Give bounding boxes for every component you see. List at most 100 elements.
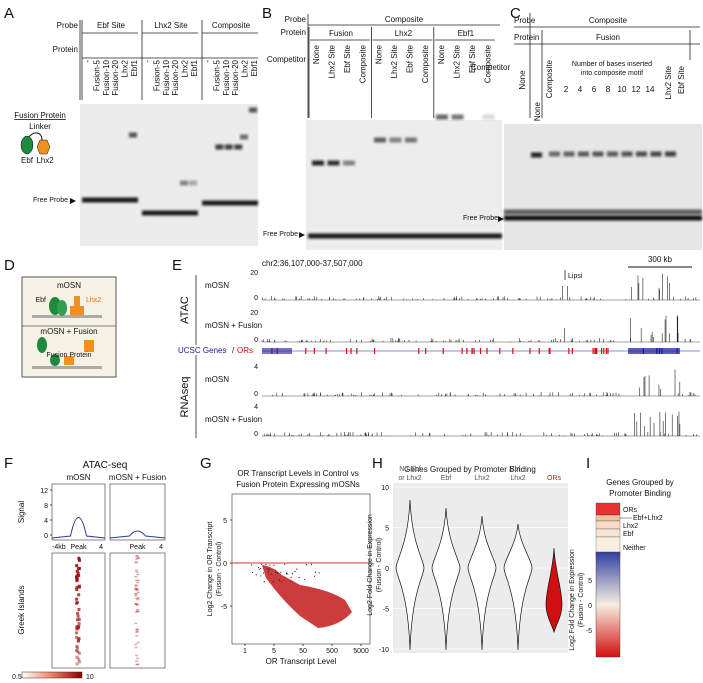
heatmap-cell [136, 557, 140, 559]
violin [503, 523, 533, 651]
ebf-shape [50, 354, 60, 366]
scatter-texture [258, 566, 260, 569]
label: Lhx2 [395, 29, 413, 38]
lane-label: - [83, 60, 92, 63]
heatmap-cell [75, 574, 79, 578]
gel-band [451, 114, 464, 120]
lane-label: - [203, 60, 212, 63]
heatmap-cell [134, 643, 138, 646]
tick-label: 0 [588, 603, 592, 610]
heatmap-cell [134, 611, 138, 613]
heatmap-cell [77, 556, 81, 560]
tick-label: -5 [383, 607, 389, 614]
label: Linker [29, 122, 51, 131]
panel-letter: I [586, 455, 590, 472]
heatmap-cell [134, 588, 138, 591]
label: OR Transcript Levels in Control vs [237, 469, 358, 478]
heatmap-cell [136, 581, 140, 584]
panel-letter: C [510, 5, 521, 22]
scatter-texture [290, 576, 292, 579]
lane-label: Ebf Site [343, 44, 352, 73]
heatmap-cell [77, 660, 81, 664]
shape [571, 348, 573, 354]
heatmap-cell [135, 610, 139, 612]
heatmap-cell [75, 597, 79, 601]
group-label: ORs [547, 475, 562, 482]
shape [262, 348, 292, 354]
heatmap-cell [136, 573, 140, 576]
gel-band [650, 151, 662, 157]
label: 2 [564, 85, 569, 94]
scatter-texture [259, 567, 262, 570]
gel-band [234, 144, 243, 150]
heatmap-cell [135, 555, 139, 557]
lane-label: Fusion-5 [152, 59, 161, 91]
shape [499, 348, 501, 354]
panel-letter: H [372, 455, 383, 472]
heatmap-cell [135, 588, 139, 591]
label: 0 [254, 391, 258, 398]
scatter-texture [294, 570, 296, 573]
label: 300 kb [648, 255, 673, 264]
gel-band [224, 144, 233, 150]
label: Probe [514, 16, 536, 25]
gel-band [665, 151, 676, 157]
heatmap [109, 552, 166, 669]
label: Peak [71, 544, 87, 551]
label: Free Probe [33, 197, 68, 204]
lane-label: None [518, 70, 527, 90]
heatmap-cell [135, 608, 139, 611]
label: / [232, 346, 235, 355]
gel-band [189, 180, 197, 186]
label: into composite motif [581, 70, 643, 77]
heatmap-cell [77, 558, 81, 562]
lhx2-shape [36, 139, 51, 155]
lane-label: Ebf1 [190, 59, 199, 76]
heatmap-cell [134, 576, 138, 578]
heatmap-cell [135, 589, 139, 591]
heatmap-cell [135, 588, 139, 590]
heatmap-cell [76, 650, 80, 654]
scatter-texture [265, 563, 267, 566]
label: 0 [254, 295, 258, 302]
heatmap-cell [135, 558, 139, 560]
track-group: ATAC [179, 296, 191, 324]
heatmap-cell [134, 603, 138, 605]
label: 8 [606, 85, 611, 94]
label: Fusion Protein [46, 352, 91, 359]
heatmap-row [595, 520, 621, 530]
label: Genes Grouped by Promoter Binding [404, 465, 536, 474]
heatmap-cell [77, 593, 81, 597]
label: -4kb [52, 544, 66, 551]
lane-label: Fusion-20 [171, 59, 180, 95]
lane-label: - [143, 60, 152, 63]
gel-band [327, 160, 340, 166]
heatmap-cell [77, 617, 81, 621]
tick-label: -5 [586, 628, 592, 635]
heatmap-cell [135, 603, 139, 605]
gel-band [180, 180, 188, 186]
heatmap-cell [135, 629, 139, 631]
shape [32, 315, 102, 318]
scatter-texture [290, 580, 292, 582]
label: Number of bases inserted [572, 61, 652, 68]
gel-band [142, 210, 198, 216]
heatmap-cell [77, 651, 81, 655]
shape [512, 348, 514, 354]
gel-band [202, 200, 258, 206]
lane-label: Fusion-10 [102, 59, 111, 95]
tick-label: 5 [223, 518, 227, 525]
gel-band [482, 114, 495, 120]
label: Fusion [596, 33, 620, 42]
gel-band [312, 160, 324, 166]
shape [418, 348, 420, 354]
track-group: RNAseq [179, 377, 191, 418]
violin [395, 499, 425, 651]
gel-band [389, 137, 402, 143]
lane-label: Fusion-20 [111, 59, 120, 95]
scatter-texture [304, 578, 306, 581]
label: Lhx2 [86, 297, 101, 304]
heatmap-cell [135, 561, 139, 563]
shape [529, 348, 531, 354]
scatter-texture [276, 572, 279, 574]
